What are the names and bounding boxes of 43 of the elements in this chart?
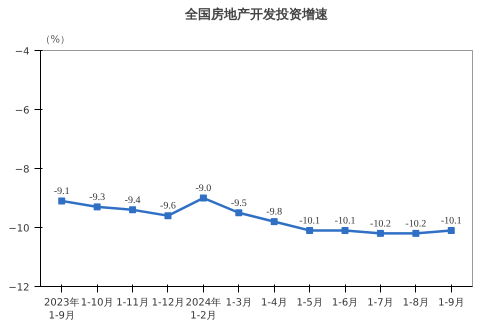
data-label: -9.0 xyxy=(195,183,212,194)
x-tick-label: 1-4月 xyxy=(261,298,288,308)
x-tick-label: 1-11月 xyxy=(116,298,149,308)
point xyxy=(94,203,101,210)
data-label: -10.1 xyxy=(299,215,320,226)
data-label: -9.3 xyxy=(89,192,106,203)
x-tick-label: 1-6月 xyxy=(332,298,358,308)
x-tick-label: 1-7月 xyxy=(367,298,394,308)
point xyxy=(412,230,420,237)
point xyxy=(306,226,314,234)
data-label: -9.1 xyxy=(54,186,70,197)
point xyxy=(342,226,349,234)
point xyxy=(270,218,278,226)
point xyxy=(235,209,242,216)
y-tick-label: −8 xyxy=(14,164,30,176)
y-tick-label: −4 xyxy=(14,46,30,58)
y-tick-label: −6 xyxy=(14,106,30,116)
data-label: -9.4 xyxy=(124,194,140,206)
y-tick-label: −12 xyxy=(8,282,30,294)
y-axis-title: （%） xyxy=(40,34,70,46)
data-label: -10.2 xyxy=(370,218,391,230)
data-label: -10.2 xyxy=(405,218,426,230)
x-tick-label: 1-5月 xyxy=(296,298,323,308)
data-label: -9.5 xyxy=(230,198,247,209)
x-tick-label: 1-9月 xyxy=(438,298,464,308)
x-tick-label: 1-3月 xyxy=(226,298,252,308)
data-label: -9.8 xyxy=(266,206,282,218)
x-tick-label: 1-10月 xyxy=(80,298,114,308)
x-tick-label: 2023年 1-9月 xyxy=(44,296,80,322)
x-tick-label: 2024年 1-2月 xyxy=(186,296,222,322)
chart-title: 全国房地产开发投资增速 xyxy=(184,6,329,22)
point xyxy=(448,226,455,234)
point xyxy=(376,230,384,237)
data-label: -10.1 xyxy=(440,215,462,226)
x-tick-label: 1-8月 xyxy=(402,298,430,308)
point xyxy=(129,206,136,214)
data-label: -9.6 xyxy=(160,200,176,212)
point xyxy=(58,197,66,204)
point xyxy=(200,194,207,202)
data-label: -10.1 xyxy=(334,215,356,226)
point xyxy=(164,212,172,220)
y-tick-label: −10 xyxy=(8,224,30,234)
x-tick-label: 1-12月 xyxy=(152,298,184,308)
